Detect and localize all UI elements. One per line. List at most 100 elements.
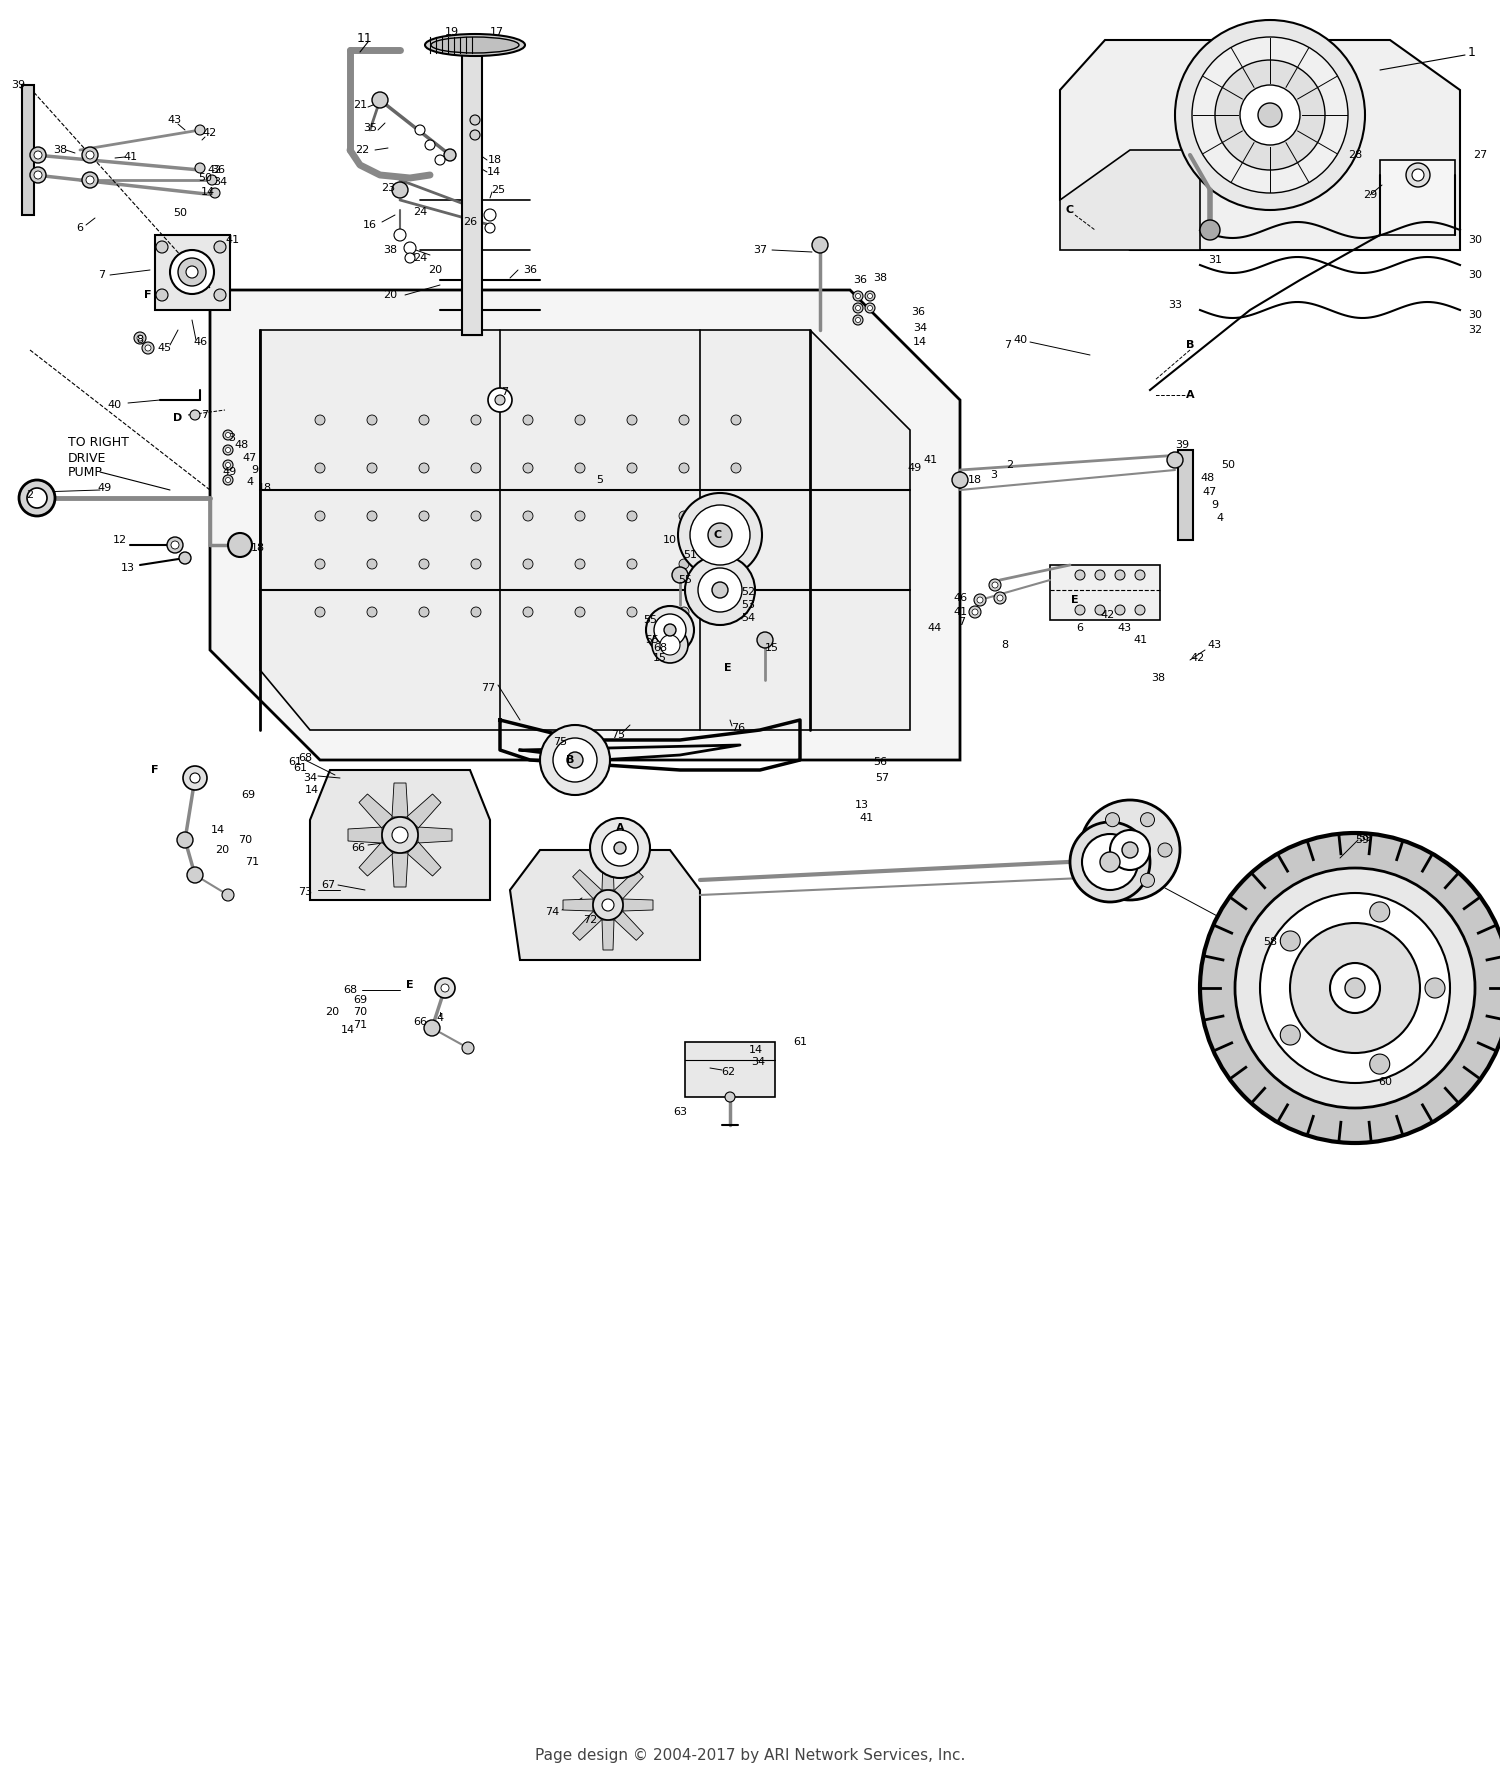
Circle shape (1158, 843, 1172, 857)
Circle shape (1200, 220, 1219, 239)
Circle shape (627, 559, 638, 570)
Text: 44: 44 (928, 623, 942, 632)
Circle shape (462, 1041, 474, 1054)
Circle shape (853, 314, 862, 325)
Circle shape (855, 305, 861, 311)
Circle shape (855, 318, 861, 323)
Text: 3: 3 (990, 470, 998, 480)
Text: 51: 51 (682, 550, 698, 561)
Circle shape (82, 146, 98, 163)
Text: 14: 14 (201, 188, 214, 196)
Circle shape (134, 332, 146, 345)
Circle shape (225, 448, 231, 452)
Circle shape (471, 414, 482, 425)
Circle shape (1088, 843, 1102, 857)
Circle shape (972, 609, 978, 614)
Text: 4: 4 (436, 1013, 444, 1023)
Circle shape (225, 463, 231, 468)
Circle shape (195, 125, 206, 136)
Text: 29: 29 (1364, 189, 1377, 200)
Circle shape (394, 229, 406, 241)
Circle shape (1095, 570, 1106, 580)
Polygon shape (1060, 39, 1460, 250)
Polygon shape (348, 827, 382, 843)
Text: 34: 34 (303, 773, 316, 782)
Text: 24: 24 (413, 207, 428, 218)
Circle shape (992, 582, 998, 588)
Text: 70: 70 (352, 1007, 368, 1016)
Circle shape (865, 304, 874, 313)
Text: 41: 41 (922, 455, 938, 464)
Circle shape (416, 125, 424, 136)
Circle shape (315, 559, 326, 570)
Circle shape (441, 984, 448, 991)
Polygon shape (406, 795, 441, 829)
Text: 72: 72 (584, 914, 597, 925)
Text: 16: 16 (363, 220, 376, 230)
Text: 18: 18 (968, 475, 982, 486)
Circle shape (195, 163, 206, 173)
Circle shape (627, 511, 638, 522)
Circle shape (1100, 852, 1120, 872)
Circle shape (34, 171, 42, 179)
Polygon shape (358, 841, 393, 875)
Text: 14: 14 (304, 786, 320, 795)
Polygon shape (310, 770, 490, 900)
Text: 8: 8 (1002, 639, 1008, 650)
Circle shape (574, 414, 585, 425)
Circle shape (142, 341, 154, 354)
Circle shape (1330, 963, 1380, 1013)
Circle shape (224, 430, 232, 439)
Circle shape (730, 559, 741, 570)
Text: 59: 59 (1358, 832, 1372, 843)
Text: 42: 42 (1191, 654, 1204, 663)
Circle shape (1080, 800, 1180, 900)
Text: B: B (1186, 339, 1194, 350)
Circle shape (855, 293, 861, 298)
Text: 7: 7 (201, 411, 208, 420)
Circle shape (419, 607, 429, 616)
Circle shape (1290, 923, 1420, 1054)
Text: 43: 43 (1118, 623, 1132, 632)
Circle shape (424, 1020, 439, 1036)
Circle shape (652, 627, 688, 663)
Circle shape (183, 766, 207, 789)
Text: 61: 61 (292, 763, 308, 773)
Text: 76: 76 (730, 723, 746, 732)
Text: 34: 34 (752, 1057, 765, 1066)
Text: 15: 15 (652, 654, 668, 663)
Polygon shape (1060, 150, 1200, 250)
Circle shape (214, 289, 226, 302)
Circle shape (392, 827, 408, 843)
Circle shape (590, 818, 650, 879)
Text: 13: 13 (855, 800, 868, 811)
Text: 18: 18 (488, 155, 502, 164)
Text: 42: 42 (209, 164, 222, 175)
Circle shape (812, 238, 828, 254)
Bar (1178, 450, 1192, 539)
Circle shape (853, 304, 862, 313)
Circle shape (188, 866, 202, 882)
Circle shape (368, 414, 376, 425)
Text: 3: 3 (228, 432, 236, 443)
Circle shape (156, 289, 168, 302)
Circle shape (524, 511, 532, 522)
Text: 41: 41 (225, 236, 238, 245)
Text: 28: 28 (1348, 150, 1362, 161)
Text: 33: 33 (1168, 300, 1182, 311)
Text: C: C (1066, 205, 1074, 214)
Circle shape (82, 171, 98, 188)
Circle shape (470, 130, 480, 139)
Text: 1: 1 (1468, 45, 1476, 59)
Circle shape (540, 725, 610, 795)
Circle shape (1425, 979, 1444, 998)
Text: TO RIGHT
DRIVE
PUMP: TO RIGHT DRIVE PUMP (68, 436, 129, 479)
Text: C: C (714, 530, 722, 539)
Circle shape (698, 568, 742, 613)
Circle shape (495, 395, 506, 405)
Text: 69: 69 (242, 789, 255, 800)
Text: 55: 55 (644, 614, 657, 625)
Text: 43: 43 (168, 114, 182, 125)
Text: 26: 26 (464, 218, 477, 227)
Text: 48: 48 (236, 439, 249, 450)
